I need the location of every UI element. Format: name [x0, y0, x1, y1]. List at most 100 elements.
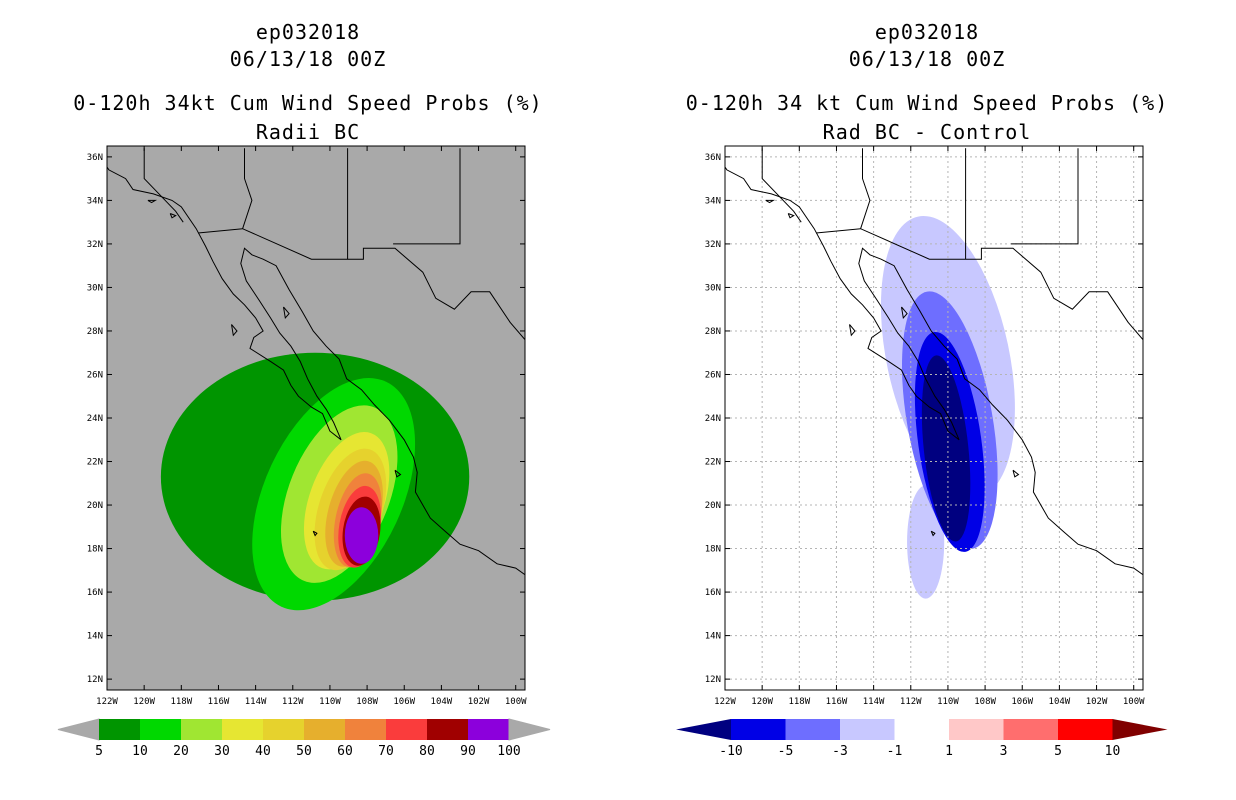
colorbar-box	[840, 719, 895, 740]
contour-level-90-9	[344, 507, 379, 564]
colorbar-arrow-high	[508, 718, 551, 741]
x-tick-label: 100W	[1123, 697, 1145, 707]
x-tick-label: 106W	[1011, 697, 1033, 707]
y-tick-label: 34N	[705, 196, 721, 206]
y-tick-label: 16N	[87, 588, 103, 598]
x-tick-label: 104W	[431, 697, 453, 707]
colorbar-label: 3	[1000, 744, 1008, 759]
colorbar-box	[263, 719, 304, 740]
colorbar-box	[731, 719, 786, 740]
colorbar-box	[386, 719, 427, 740]
y-tick-label: 18N	[705, 545, 721, 555]
x-tick-label: 112W	[900, 697, 922, 707]
colorbar-box	[222, 719, 263, 740]
state-border	[143, 148, 184, 223]
colorbar-label: -10	[719, 744, 742, 759]
colorbar-box	[949, 719, 1004, 740]
x-tick-label: 102W	[1086, 697, 1108, 707]
x-tick-label: 100W	[505, 697, 527, 707]
island	[849, 324, 856, 337]
y-tick-label: 26N	[705, 370, 721, 380]
island	[147, 199, 158, 204]
y-tick-label: 36N	[87, 153, 103, 163]
colorbar-label: 10	[1105, 744, 1121, 759]
map-content	[107, 148, 525, 611]
colorbar-label: -5	[778, 744, 794, 759]
y-tick-label: 14N	[705, 632, 721, 642]
map-content	[725, 146, 1143, 690]
x-tick-label: 112W	[282, 697, 304, 707]
colorbar: 5 10 20 30 40 50 60 70 80 90 100	[57, 718, 551, 759]
y-tick-label: 18N	[87, 545, 103, 555]
island	[312, 530, 318, 537]
y-tick-label: 12N	[705, 675, 721, 685]
y-tick-label: 32N	[87, 240, 103, 250]
island	[930, 530, 936, 537]
y-tick-label: 30N	[705, 283, 721, 293]
colorbar-label: 5	[95, 744, 103, 759]
island	[231, 324, 238, 337]
x-tick-label: 110W	[937, 697, 959, 707]
colorbar-arrow-low	[676, 719, 731, 740]
state-border	[393, 148, 461, 245]
left-subtitle: Radii BC	[255, 120, 361, 144]
y-tick-label: 28N	[87, 327, 103, 337]
colorbar-box	[345, 719, 386, 740]
x-tick-label: 104W	[1049, 697, 1071, 707]
y-tick-label: 12N	[87, 675, 103, 685]
left-header-storm: ep032018	[255, 20, 361, 44]
y-tick-label: 36N	[705, 153, 721, 163]
state-border	[1011, 148, 1079, 245]
colorbar-box	[468, 719, 509, 740]
colorbar-box	[1003, 719, 1058, 740]
y-tick-label: 30N	[87, 283, 103, 293]
y-tick-label: 32N	[705, 240, 721, 250]
colorbar-label: 1	[945, 744, 953, 759]
y-tick-label: 22N	[705, 458, 721, 468]
state-border	[860, 148, 871, 229]
y-tick-label: 22N	[87, 458, 103, 468]
right-header-storm: ep032018	[874, 20, 980, 44]
x-tick-label: 116W	[826, 697, 848, 707]
colorbar-label: 40	[255, 744, 271, 759]
island	[787, 213, 795, 219]
x-tick-label: 120W	[751, 697, 773, 707]
x-tick-label: 118W	[788, 697, 810, 707]
x-tick-label: 108W	[974, 697, 996, 707]
island	[901, 306, 908, 320]
panel-1: 122W 120W 118W 116W 114W 112W 110W 108W 106W 104W…	[57, 145, 551, 759]
y-tick-label: 34N	[87, 196, 103, 206]
mexico-us-border	[197, 228, 525, 341]
colorbar: -10 -5 -3 -1 1 3 5 10	[676, 719, 1168, 759]
y-tick-label: 20N	[705, 501, 721, 511]
x-tick-label: 116W	[208, 697, 230, 707]
x-tick-label: 110W	[319, 697, 341, 707]
colorbar-box	[99, 719, 140, 740]
state-border	[761, 148, 802, 223]
x-tick-label: 106W	[393, 697, 415, 707]
colorbar-label: 20	[173, 744, 189, 759]
right-subtitle: Rad BC - Control	[822, 120, 1032, 144]
x-tick-label: 114W	[245, 697, 267, 707]
y-tick-label: 24N	[705, 414, 721, 424]
colorbar-label: 60	[337, 744, 353, 759]
x-tick-label: 120W	[133, 697, 155, 707]
y-tick-label: 24N	[87, 414, 103, 424]
x-tick-label: 118W	[170, 697, 192, 707]
colorbar-box	[140, 719, 181, 740]
coastline	[725, 166, 1143, 576]
island	[394, 469, 402, 478]
y-tick-label: 20N	[87, 501, 103, 511]
colorbar-box	[181, 719, 222, 740]
right-title: 0-120h 34 kt Cum Wind Speed Probs (%)	[685, 91, 1169, 115]
island	[765, 199, 776, 204]
x-tick-label: 114W	[863, 697, 885, 707]
x-tick-label: 108W	[356, 697, 378, 707]
colorbar-box	[304, 719, 345, 740]
colorbar-label: 10	[132, 744, 148, 759]
left-header-date: 06/13/18 00Z	[229, 47, 387, 71]
y-tick-label: 28N	[705, 327, 721, 337]
contour-level-neg10-4	[921, 355, 971, 542]
island	[283, 306, 290, 320]
